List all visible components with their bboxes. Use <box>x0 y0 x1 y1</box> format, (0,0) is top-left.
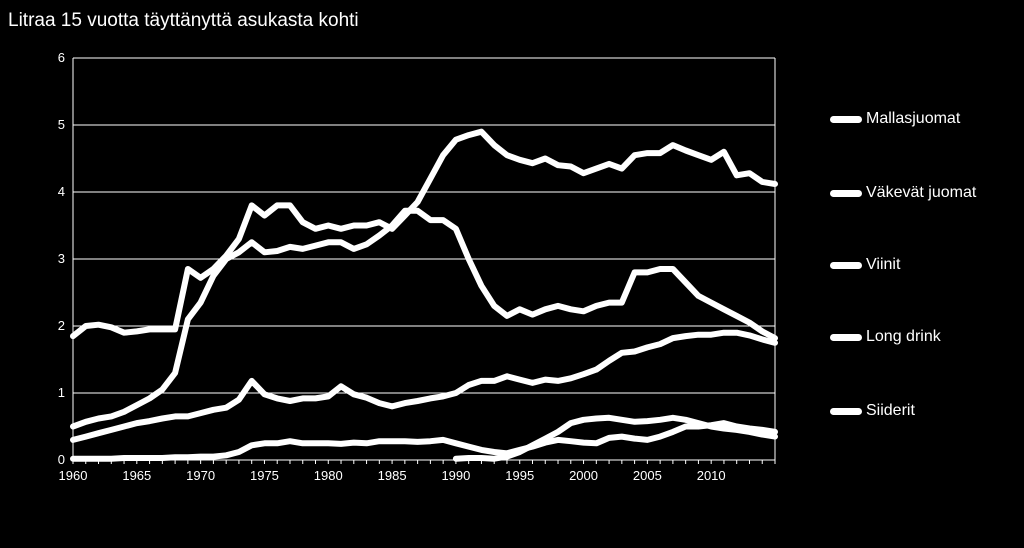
legend-item: Long drink <box>830 325 941 349</box>
x-tick-label: 1980 <box>314 468 343 483</box>
x-tick-label: 1960 <box>59 468 88 483</box>
legend-swatch <box>830 115 862 123</box>
x-tick-label: 1965 <box>122 468 151 483</box>
y-tick-label: 5 <box>58 117 65 132</box>
legend-label: Viinit <box>866 256 901 273</box>
y-tick-label: 0 <box>58 452 65 467</box>
legend-swatch <box>830 189 862 197</box>
legend-label: Väkevät juomat <box>866 184 977 201</box>
chart-title: Litraa 15 vuotta täyttänyttä asukasta ko… <box>8 10 359 31</box>
x-tick-label: 2005 <box>633 468 662 483</box>
legend-item: Siiderit <box>830 399 915 423</box>
legend-swatch <box>830 261 862 269</box>
x-tick-label: 1975 <box>250 468 279 483</box>
legend-label: Long drink <box>866 328 941 345</box>
series-line-long-drink <box>70 420 778 462</box>
y-tick-label: 2 <box>58 318 65 333</box>
y-tick-label: 3 <box>58 251 65 266</box>
x-tick-label: 2000 <box>569 468 598 483</box>
y-tick-label: 6 <box>58 50 65 65</box>
legend-swatch <box>830 407 862 415</box>
x-tick-label: 2010 <box>697 468 726 483</box>
x-tick-label: 1970 <box>186 468 215 483</box>
series-line-siiderit <box>452 414 778 462</box>
series-line-viinit <box>70 329 778 443</box>
y-tick-label: 1 <box>58 385 65 400</box>
legend-item: Mallasjuomat <box>830 107 960 131</box>
legend-item: Viinit <box>830 253 900 277</box>
series-line-v-kev-t-juomat <box>70 128 778 340</box>
legend-label: Siiderit <box>866 402 915 419</box>
y-tick-label: 4 <box>58 184 65 199</box>
x-tick-label: 1985 <box>378 468 407 483</box>
legend-label: Mallasjuomat <box>866 110 961 127</box>
x-tick-label: 1990 <box>441 468 470 483</box>
series-line-mallasjuomat <box>70 207 778 430</box>
x-tick-label: 1995 <box>505 468 534 483</box>
legend-swatch <box>830 333 862 341</box>
legend-item: Väkevät juomat <box>830 181 976 205</box>
